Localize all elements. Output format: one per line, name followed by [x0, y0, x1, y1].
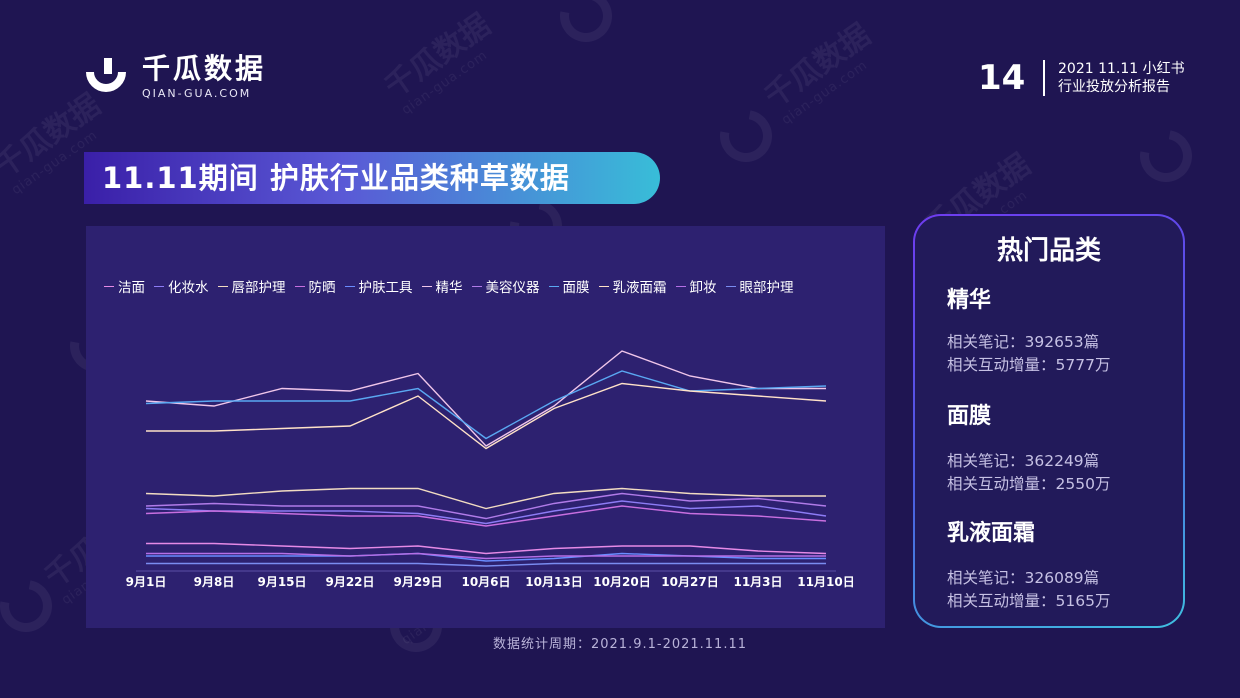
chart-panel: 洁面 化妆水 唇部护理 防晒 护肤工具 精华 美容仪器 面膜 乳液面霜 卸妆 眼部护理 9月1日 9月… [86, 226, 885, 628]
x-tick-label: 10月27日 [661, 575, 718, 589]
x-tick-label: 9月29日 [393, 575, 442, 589]
legend-swatch [217, 285, 228, 287]
hot-categories-panel: 热门品类 精华 相关笔记：392653篇 相关互动增量：5777万 面膜 相关笔… [915, 216, 1183, 626]
legend-item: 乳液面霜 [598, 276, 667, 296]
header-divider [1043, 60, 1045, 96]
brand-logo: 千瓜数据 QIAN-GUA.COM [84, 50, 266, 102]
legend-label: 面膜 [562, 280, 590, 296]
hot-item-interactions: 相关互动增量：5777万 [947, 356, 1111, 374]
legend-item: 卸妆 [675, 276, 717, 296]
legend-swatch [294, 285, 305, 287]
legend-item: 洁面 [104, 276, 145, 296]
logo-english-name: QIAN-GUA.COM [142, 86, 252, 100]
series-line-化妆水 [145, 500, 827, 525]
hot-item-name: 面膜 [947, 404, 992, 429]
series-line-唇部护理 [145, 487, 826, 510]
series-line-防晒 [145, 505, 827, 527]
x-tick-label: 10月20日 [593, 575, 650, 589]
legend-swatch [154, 285, 164, 287]
data-period-note: 数据统计周期：2021.9.1-2021.11.11 [492, 637, 747, 652]
hot-item-notes: 相关笔记：392653篇 [947, 333, 1100, 351]
series-line-面膜 [145, 370, 827, 440]
legend-label: 卸妆 [689, 280, 717, 296]
legend-item: 精华 [421, 276, 463, 296]
x-tick-label: 10月13日 [525, 575, 582, 589]
section-title: 11.11期间 护肤行业品类种草数据 [102, 161, 570, 195]
report-title: 2021 11.11 小红书 行业投放分析报告 [1058, 60, 1185, 96]
watermark-hook-icon [709, 99, 783, 173]
series-line-美容仪器 [145, 492, 827, 520]
x-tick-label: 9月1日 [126, 575, 167, 589]
legend-item: 护肤工具 [344, 276, 413, 296]
legend-swatch [675, 285, 686, 287]
hot-item-notes: 相关笔记：326089篇 [947, 569, 1100, 587]
x-tick-label: 9月15日 [257, 575, 306, 589]
legend-swatch [548, 285, 559, 287]
hot-item-name: 乳液面霜 [947, 521, 1036, 546]
legend-swatch [344, 285, 355, 287]
x-tick-label: 9月22日 [325, 575, 374, 589]
chart-legend: 洁面 化妆水 唇部护理 防晒 护肤工具 精华 美容仪器 面膜 乳液面霜 卸妆 眼部护理 [104, 276, 803, 296]
legend-item: 美容仪器 [471, 276, 540, 296]
hot-panel-title: 热门品类 [996, 236, 1101, 266]
legend-label: 化妆水 [168, 280, 209, 296]
legend-label: 唇部护理 [231, 280, 286, 296]
report-title-line1: 2021 11.11 小红书 [1058, 61, 1185, 77]
logo-hook-icon [84, 54, 128, 98]
series-line-洁面 [146, 542, 827, 555]
legend-label: 精华 [435, 280, 463, 296]
series-line-护肤工具 [146, 552, 826, 562]
hot-item-interactions: 相关互动增量：2550万 [947, 475, 1111, 493]
legend-label: 护肤工具 [358, 280, 413, 296]
watermark-hook-icon [0, 569, 63, 643]
legend-label: 美容仪器 [485, 280, 540, 296]
series-line-卸妆 [146, 552, 826, 560]
legend-swatch [104, 285, 114, 287]
watermark-hook-icon [1129, 119, 1203, 193]
legend-item: 唇部护理 [217, 276, 286, 296]
watermark-hook-icon [549, 0, 623, 53]
page-number: 14 [978, 58, 1026, 98]
legend-label: 眼部护理 [739, 280, 794, 296]
x-tick-label: 10月6日 [461, 575, 510, 589]
section-title-banner: 11.11期间 护肤行业品类种草数据 [84, 152, 660, 204]
legend-item: 防晒 [294, 276, 336, 296]
logo-chinese-name: 千瓜数据 [142, 51, 267, 85]
legend-swatch [471, 285, 482, 287]
report-title-line2: 行业投放分析报告 [1058, 79, 1170, 95]
legend-item: 面膜 [548, 276, 590, 296]
hot-item-name: 精华 [947, 288, 992, 313]
legend-item: 眼部护理 [725, 276, 794, 296]
legend-label: 防晒 [308, 280, 336, 296]
line-chart: 9月1日 9月8日 9月15日 9月22日 9月29日 10月6日 10月13日 10月20日… [126, 350, 855, 589]
legend-swatch [598, 285, 609, 287]
legend-label: 乳液面霜 [612, 280, 667, 296]
hot-item-interactions: 相关互动增量：5165万 [947, 592, 1111, 610]
series-line-精华 [145, 350, 826, 447]
x-tick-label: 9月8日 [194, 575, 235, 589]
legend-label: 洁面 [118, 280, 145, 296]
hot-item-notes: 相关笔记：362249篇 [947, 452, 1100, 470]
x-tick-label: 11月3日 [733, 575, 782, 589]
series-line-乳液面霜 [146, 382, 827, 450]
legend-swatch [421, 285, 432, 287]
x-tick-label: 11月10日 [797, 575, 854, 589]
series-line-眼部护理 [146, 562, 826, 567]
legend-swatch [725, 285, 736, 287]
legend-item: 化妆水 [154, 276, 209, 296]
